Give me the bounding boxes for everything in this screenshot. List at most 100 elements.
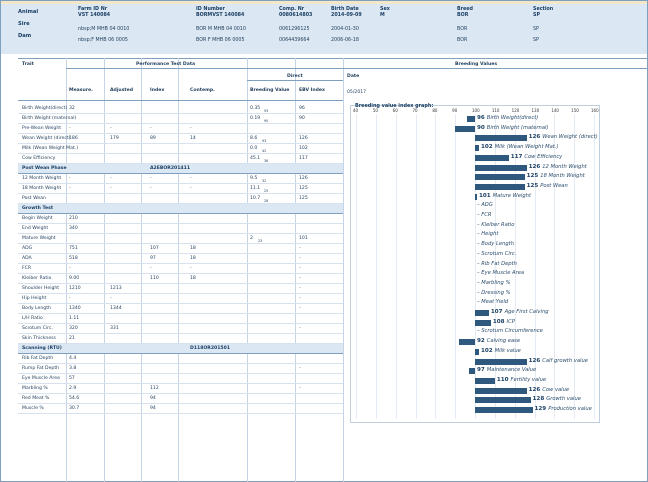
cell-i: - [150, 186, 152, 191]
index-bar [459, 339, 475, 346]
gridline [375, 114, 377, 419]
cell-acc: 93 [262, 139, 267, 143]
bar-value: 102 [480, 347, 493, 354]
header-col-value: BOR [457, 13, 469, 18]
cell-m: - [69, 296, 71, 301]
cell-acc: 23 [258, 239, 263, 243]
cell-ebv: 125 [299, 186, 308, 191]
index-bar [455, 125, 475, 132]
bar-value: 125 [526, 173, 539, 180]
cell-a: - [110, 126, 112, 131]
cell-m: - [69, 266, 71, 271]
bar-label: 92 Calving ease [477, 338, 520, 344]
col-header: Contemp. [190, 88, 215, 93]
bar-label: – Eye Muscle Area [477, 270, 524, 276]
index-bar [467, 116, 475, 122]
cell-m: 54.6 [69, 396, 80, 401]
tick-label: 40 [353, 108, 359, 113]
cell-a: 331 [110, 326, 119, 331]
cell-t: Post Wean [22, 196, 46, 201]
bar-name: ICP [506, 318, 515, 325]
gridline [594, 114, 595, 419]
dam-comp-nr: 0064439664 [279, 38, 310, 43]
cell-c: 18 [190, 256, 196, 261]
col-divider [66, 58, 67, 482]
trait-row [18, 374, 343, 384]
gridline [475, 114, 476, 419]
cell-m: 57 [69, 376, 75, 381]
bar-label: 126 Calf growth value [529, 358, 588, 364]
gridline [554, 114, 556, 419]
sire-id-number: BOR M MHB 04 0010 [196, 27, 246, 32]
index-bar [469, 368, 475, 375]
cell-i: 94 [150, 406, 156, 411]
gridline [534, 114, 536, 419]
col-header: Breeding Value [250, 88, 290, 93]
cell-acc: 25 [264, 189, 269, 193]
gridline [574, 114, 576, 419]
bar-dash: – [477, 260, 482, 267]
bar-name: Rib Fat Depth [481, 260, 517, 267]
cell-m: 30.7 [69, 406, 80, 411]
gridline [395, 114, 397, 419]
trait-row [18, 394, 343, 404]
gridline [514, 114, 516, 419]
col-divider [141, 58, 142, 482]
gridline [415, 114, 417, 419]
header-col-label: Comp. Nr [279, 7, 305, 12]
tick-label: 100 [472, 108, 480, 113]
cell-ebv: 125 [299, 196, 308, 201]
cell-ebv: - [299, 366, 301, 371]
cell-c: 18 [190, 276, 196, 281]
bar-dash: – [477, 212, 482, 218]
bar-label: – FCR [477, 212, 491, 218]
trait-row [18, 384, 343, 394]
bar-name: 18 Month Weight [540, 173, 585, 180]
cell-i: 110 [150, 276, 159, 281]
header-row-label: Animal [18, 9, 39, 15]
bar-label: 107 Age First Calving [491, 309, 549, 315]
cell-t: 18 Month Weight [22, 186, 62, 191]
gridline [494, 114, 496, 419]
cell-t: End Weight [22, 226, 49, 231]
animal-header [1, 4, 647, 54]
cell-t: Scrotum Circ. [22, 326, 53, 331]
cell-bv: 0.0 [250, 146, 258, 151]
bar-name: Age First Calving [504, 309, 549, 315]
breeding-index-graph: 40 50 60 70 80 90 100 110 120 130 140 150 160 96 Birth… [350, 105, 600, 423]
bar-label: 110 Fertility value [497, 377, 546, 383]
dam-id-number: BOR F MHB 06 0005 [196, 38, 245, 43]
bar-name: Wean Weight (direct) [542, 134, 598, 141]
bar-value: 126 [528, 386, 541, 393]
bar-name: 12 Month Weight [542, 163, 587, 170]
bar-label: 90 Birth Weight (maternal) [477, 125, 548, 131]
cell-t: Milk (Wean Weight Mat.) [22, 146, 79, 151]
bar-value: 96 [477, 115, 485, 121]
dam-farm-id: nbsp;F MHB 06 0005 [78, 38, 128, 43]
direct-header: Direct [287, 74, 303, 79]
cell-ebv: - [299, 326, 301, 331]
bar-dash: – [477, 299, 482, 306]
cell-m: 1.11 [69, 316, 80, 321]
trait-row [18, 224, 343, 234]
bar-label: 126 12 Month Weight [529, 164, 587, 170]
trait-row [18, 274, 343, 284]
cell-t: Muscle % [22, 406, 44, 411]
header-col-label: Breed [457, 7, 473, 12]
cell-m: 186 [69, 136, 78, 141]
cell-bv: 9.5 [250, 176, 258, 181]
trait-row [18, 134, 343, 144]
gridline [356, 114, 357, 419]
bar-label: 108 ICP [493, 319, 515, 325]
index-bar [475, 387, 527, 394]
cell-t: L/H Ratio [22, 316, 43, 321]
header-col-label: Farm ID Nr [78, 7, 108, 12]
bar-name: Scrotum Circ. [481, 250, 517, 257]
bar-name: Fertility value [510, 376, 547, 383]
cell-t: Wean Weight (direct) [22, 136, 71, 141]
cell-t: Shoulder Height [22, 286, 60, 291]
bar-dash: – [477, 328, 482, 335]
index-bar [475, 348, 479, 355]
bar-label: – Body Length [477, 241, 514, 247]
bar-name: Calving ease [486, 338, 521, 345]
